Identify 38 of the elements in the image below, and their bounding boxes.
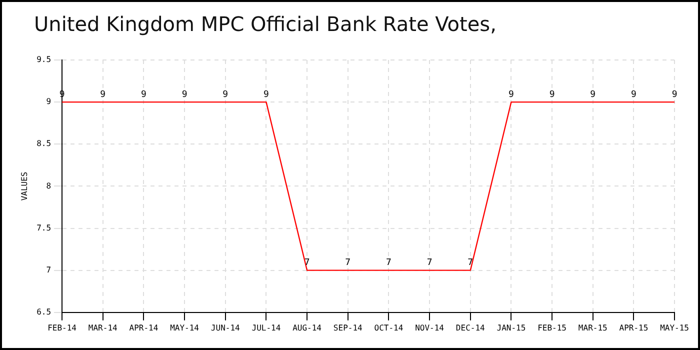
x-tick-label: MAY-15 (660, 323, 690, 332)
data-label: 9 (590, 90, 596, 100)
data-label: 7 (345, 258, 351, 268)
x-tick-label: NOV-14 (415, 323, 444, 332)
data-label: 9 (631, 90, 636, 100)
x-tick-label: JUN-14 (210, 323, 240, 332)
x-tick-label: AUG-14 (292, 323, 322, 332)
x-tick-label: SEP-14 (333, 323, 363, 332)
data-label: 7 (386, 258, 392, 268)
x-tick-label: FEB-15 (538, 323, 567, 332)
x-tick-label: MAR-14 (88, 323, 118, 332)
data-label: 9 (141, 90, 146, 100)
chart-title: United Kingdom MPC Official Bank Rate Votes, (34, 12, 496, 36)
y-tick-label: 8 (46, 181, 52, 190)
y-tick-label: 7.5 (36, 223, 52, 232)
data-label: 9 (508, 90, 514, 100)
x-tick-label: APR-15 (619, 323, 648, 332)
y-tick-label: 9.5 (36, 55, 52, 64)
y-tick-label: 7 (46, 265, 52, 274)
x-tick-label: DEC-14 (456, 323, 486, 332)
x-tick-label: OCT-14 (374, 323, 404, 332)
x-tick-label: MAY-14 (170, 323, 200, 332)
data-label: 7 (426, 258, 432, 268)
y-tick-label: 6.5 (36, 307, 52, 316)
data-label: 9 (549, 90, 555, 100)
x-tick-label: FEB-14 (48, 323, 77, 332)
data-label: 9 (182, 90, 188, 100)
y-tick-label: 8.5 (36, 139, 52, 148)
y-axis-title: VALUES (20, 172, 29, 201)
data-label: 9 (672, 90, 678, 100)
data-label: 9 (264, 90, 269, 100)
y-tick-label: 9 (46, 97, 52, 106)
x-tick-label: APR-14 (129, 323, 158, 332)
x-tick-label: JAN-15 (496, 323, 526, 332)
data-label: 9 (222, 90, 228, 100)
x-tick-label: JUL-14 (252, 323, 281, 332)
data-label: 9 (100, 90, 106, 100)
x-tick-label: MAR-15 (578, 323, 608, 332)
